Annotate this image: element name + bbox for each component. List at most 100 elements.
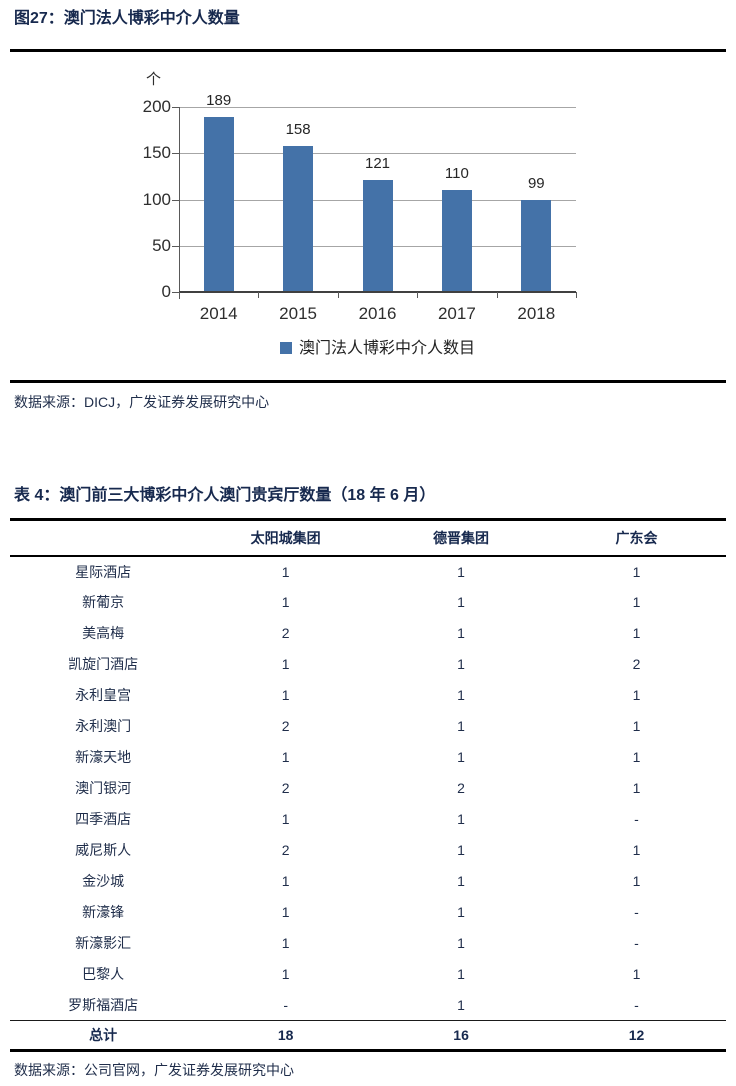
cell-value: 1 [281, 687, 290, 703]
cell-value: 2 [281, 842, 290, 858]
cell-value: 1 [632, 594, 641, 610]
y-axis-tick-label: 0 [161, 282, 171, 301]
cell-value: 1 [457, 718, 465, 734]
column-header: 德晋集团 [375, 519, 547, 557]
gridline [179, 107, 576, 108]
gridline [179, 153, 576, 155]
x-axis-tick [417, 292, 419, 298]
legend-swatch [279, 342, 292, 354]
cell-value: 1 [632, 625, 641, 641]
x-axis-label: 2017 [437, 304, 476, 323]
cell-value: - [634, 811, 639, 827]
cell-value: 1 [281, 811, 290, 827]
cell-value: 1 [457, 966, 465, 982]
table-row: 星际酒店 1 1 1 [10, 556, 726, 587]
cell-value: 1 [632, 718, 641, 734]
bar [521, 200, 552, 291]
cell-value: 1 [632, 687, 641, 703]
total-label: 总计 [10, 1020, 197, 1052]
y-axis-tick-label: 200 [142, 97, 171, 116]
bar-chart: 个 澳门法人博彩中介人数目 0 50 100 150 200 189 2014 158 2015… [130, 55, 620, 365]
x-axis-tick [337, 292, 339, 298]
total-value: 18 [196, 1020, 376, 1052]
cell-value: 1 [632, 842, 641, 858]
cell-value: 1 [457, 625, 465, 641]
table-row: 威尼斯人 2 1 1 [10, 835, 726, 866]
cell-value: 1 [281, 656, 290, 672]
table-row: 新葡京 1 1 1 [10, 587, 726, 618]
column-header: 广东会 [546, 519, 726, 557]
total-value: 16 [375, 1020, 547, 1052]
cell-value: 1 [457, 873, 465, 889]
legend-label: 澳门法人博彩中介人数目 [298, 338, 475, 357]
figure-bottom-rule [10, 380, 726, 383]
row-label: 美高梅 [82, 625, 125, 641]
table-row: 美高梅 2 1 1 [10, 618, 726, 649]
y-axis-tick [172, 199, 179, 201]
table-title: 表 4：澳门前三大博彩中介人澳门贵宾厅数量（18 年 6 月） [14, 487, 436, 504]
cell-value: 1 [281, 935, 290, 951]
cell-value: - [634, 904, 639, 920]
cell-value: 2 [281, 625, 290, 641]
cell-value: 1 [457, 563, 465, 580]
row-label: 新濠锋 [82, 904, 125, 920]
row-label: 新葡京 [82, 594, 125, 610]
bar [362, 180, 393, 291]
bar-value-label: 110 [444, 165, 469, 183]
y-axis-tick-label: 150 [142, 143, 171, 163]
figure-title: 图27：澳门法人博彩中介人数量 [14, 10, 240, 27]
cell-value: 1 [632, 780, 641, 796]
cell-value: 1 [457, 996, 465, 1013]
cell-value: 1 [457, 594, 465, 610]
row-label: 威尼斯人 [75, 842, 132, 858]
column-header: 太阳城集团 [196, 519, 376, 557]
cell-value: 1 [632, 749, 641, 765]
cell-value: 1 [281, 594, 290, 610]
y-axis-tick [172, 292, 179, 293]
y-axis-tick [172, 153, 179, 155]
table-row: 永利澳门 2 1 1 [10, 711, 726, 742]
cell-value: 1 [281, 563, 290, 580]
bar [203, 117, 234, 291]
row-label: 凯旋门酒店 [68, 656, 139, 672]
cell-value: 2 [281, 718, 290, 734]
cell-value: 2 [281, 780, 290, 796]
table-row: 澳门银河 2 2 1 [10, 773, 726, 804]
row-label: 新濠影汇 [75, 935, 132, 951]
x-axis-label: 2014 [199, 304, 238, 323]
y-axis-tick [172, 245, 179, 247]
cell-value: - [634, 935, 639, 951]
x-axis-tick [496, 292, 498, 298]
cell-value: 1 [457, 749, 465, 765]
cell-value: - [283, 996, 288, 1013]
cell-value: - [634, 996, 639, 1013]
table-row: 巴黎人 1 1 1 [10, 959, 726, 990]
table-row: 罗斯福酒店 - 1 - [10, 990, 726, 1021]
row-label: 巴黎人 [82, 966, 125, 982]
cell-value: 2 [632, 656, 641, 672]
cell-value: 1 [632, 966, 641, 982]
bar-value-label: 158 [285, 120, 311, 138]
y-axis-unit-label: 个 [146, 71, 162, 88]
table-row: 新濠天地 1 1 1 [10, 742, 726, 773]
cell-value: 1 [457, 687, 465, 703]
bar-value-label: 189 [206, 92, 232, 110]
x-axis-line [179, 291, 576, 293]
table-row: 永利皇宫 1 1 1 [10, 680, 726, 711]
bar [441, 190, 472, 291]
table-row: 凯旋门酒店 1 1 2 [10, 649, 726, 680]
cell-value: 1 [281, 873, 290, 889]
x-axis-tick [576, 292, 577, 298]
table-row: 金沙城 1 1 1 [10, 866, 726, 897]
bar-value-label: 99 [527, 175, 545, 193]
x-axis-tick [258, 292, 260, 298]
cell-value: 1 [632, 873, 641, 889]
chart-legend: 澳门法人博彩中介人数目 [179, 334, 576, 358]
cell-value: 1 [632, 563, 641, 580]
x-axis-label: 2015 [279, 304, 317, 323]
row-label: 永利皇宫 [75, 687, 132, 703]
y-axis-tick-label: 100 [142, 189, 171, 209]
y-axis-line [179, 107, 180, 299]
row-label: 永利澳门 [75, 718, 132, 734]
row-label: 新濠天地 [75, 749, 132, 765]
